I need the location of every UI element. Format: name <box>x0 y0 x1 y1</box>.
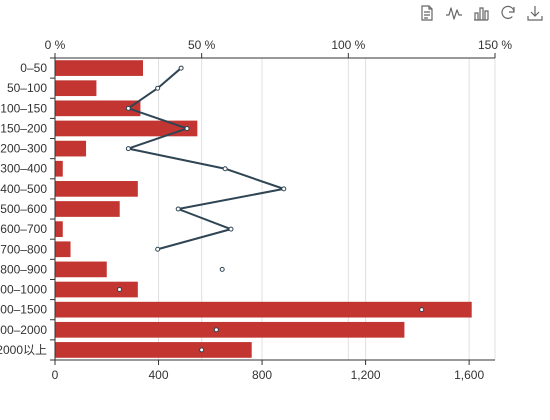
y-axis-label-0: 0–50 <box>20 61 47 75</box>
y-axis-label-7: 500–600 <box>0 202 47 216</box>
line-series-segment-0 <box>127 67 285 251</box>
bar-13 <box>55 321 405 338</box>
y-axis-label-8: 600–700 <box>0 222 47 236</box>
y-axis-label-2: 100–150 <box>0 101 47 115</box>
y-axis-label-11: 900–1000 <box>0 283 47 297</box>
line-point-8 <box>228 226 234 232</box>
y-axis-label-4: 200–300 <box>0 142 47 156</box>
bar-2 <box>55 100 141 117</box>
top-axis-label-2: 100 % <box>331 38 365 52</box>
y-axis-label-6: 400–500 <box>0 182 47 196</box>
line-point-0 <box>178 65 184 71</box>
line-point-5 <box>222 166 228 172</box>
top-axis-label-1: 50 % <box>188 38 216 52</box>
bar-0 <box>55 60 143 76</box>
restore-icon[interactable] <box>499 4 517 22</box>
line-point-10 <box>219 266 225 272</box>
y-axis-label-13: 1500–2000 <box>0 323 47 337</box>
y-axis-label-3: 150–200 <box>0 121 47 135</box>
bar-chart-icon[interactable] <box>472 4 490 22</box>
bar-12 <box>55 301 472 318</box>
line-point-9 <box>155 246 161 252</box>
bar-4 <box>55 140 87 157</box>
bottom-axis-label-1: 400 <box>149 368 169 382</box>
toolbox <box>418 4 544 26</box>
bar-8 <box>55 221 63 237</box>
bottom-axis-label-2: 800 <box>252 368 272 382</box>
line-point-3 <box>184 125 190 131</box>
y-axis-label-5: 300–400 <box>0 162 47 176</box>
line-point-7 <box>175 206 181 212</box>
bar-14 <box>55 342 252 358</box>
top-axis-label-0: 0 % <box>45 38 66 52</box>
bar-6 <box>55 181 138 197</box>
bar-11 <box>55 281 138 298</box>
y-axis-label-10: 800–900 <box>0 262 47 276</box>
line-point-4 <box>125 146 131 152</box>
line-point-11 <box>117 287 123 293</box>
line-point-1 <box>155 85 161 91</box>
bottom-axis-label-4: 1,600 <box>454 368 484 382</box>
bar-3 <box>55 120 198 137</box>
data-view-icon[interactable] <box>418 4 436 22</box>
y-axis-label-14: 2000以上 <box>0 343 47 357</box>
line-point-13 <box>213 327 219 333</box>
y-axis-label-9: 700–800 <box>0 242 47 256</box>
line-point-6 <box>281 186 287 192</box>
line-point-12 <box>419 307 425 313</box>
line-point-2 <box>125 105 131 111</box>
top-axis-label-3: 150 % <box>478 38 512 52</box>
y-axis-label-1: 50–100 <box>7 81 47 95</box>
bar-1 <box>55 80 97 97</box>
bar-7 <box>55 201 120 217</box>
bar-9 <box>55 241 71 258</box>
line-point-14 <box>199 347 205 353</box>
save-image-icon[interactable] <box>526 4 544 22</box>
line-chart-icon[interactable] <box>445 4 463 22</box>
y-axis-label-12: 1000–1500 <box>0 303 47 317</box>
bar-5 <box>55 160 63 177</box>
bar-10 <box>55 261 107 278</box>
bottom-axis-label-0: 0 <box>52 368 59 382</box>
bottom-axis-label-3: 1,200 <box>351 368 381 382</box>
